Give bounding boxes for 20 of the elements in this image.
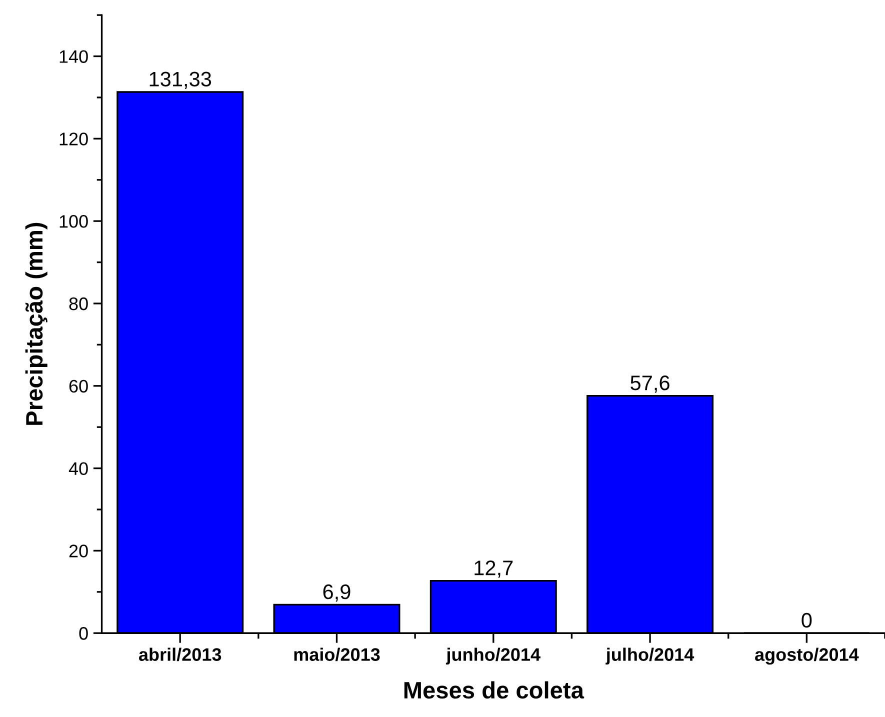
x-tick-label: julho/2014 bbox=[606, 648, 694, 665]
y-axis-title: Precipitação (mm) bbox=[25, 222, 48, 425]
data-label: 12,7 bbox=[474, 560, 513, 578]
y-tick-label: 100 bbox=[60, 215, 88, 228]
y-tick-label: 0 bbox=[79, 627, 88, 640]
x-tick-label: abril/2013 bbox=[138, 648, 222, 662]
y-tick-label: 80 bbox=[69, 297, 88, 310]
y-tick-label: 60 bbox=[69, 380, 88, 393]
y-tick-label: 40 bbox=[68, 462, 88, 476]
x-tick-label: junho/2014 bbox=[446, 648, 540, 665]
y-tick-label: 120 bbox=[60, 132, 88, 146]
y-tick-label: 20 bbox=[69, 544, 88, 558]
x-axis-title: Meses de coleta bbox=[404, 681, 584, 699]
x-tick-label: maio/2013 bbox=[294, 648, 380, 662]
data-label: 0 bbox=[802, 612, 812, 628]
x-tick-label: agosto/2014 bbox=[755, 648, 859, 665]
data-label: 131,33 bbox=[150, 72, 212, 89]
data-label: 6,9 bbox=[323, 584, 350, 602]
data-label: 57,6 bbox=[630, 376, 670, 393]
y-tick-label: 140 bbox=[60, 50, 88, 63]
